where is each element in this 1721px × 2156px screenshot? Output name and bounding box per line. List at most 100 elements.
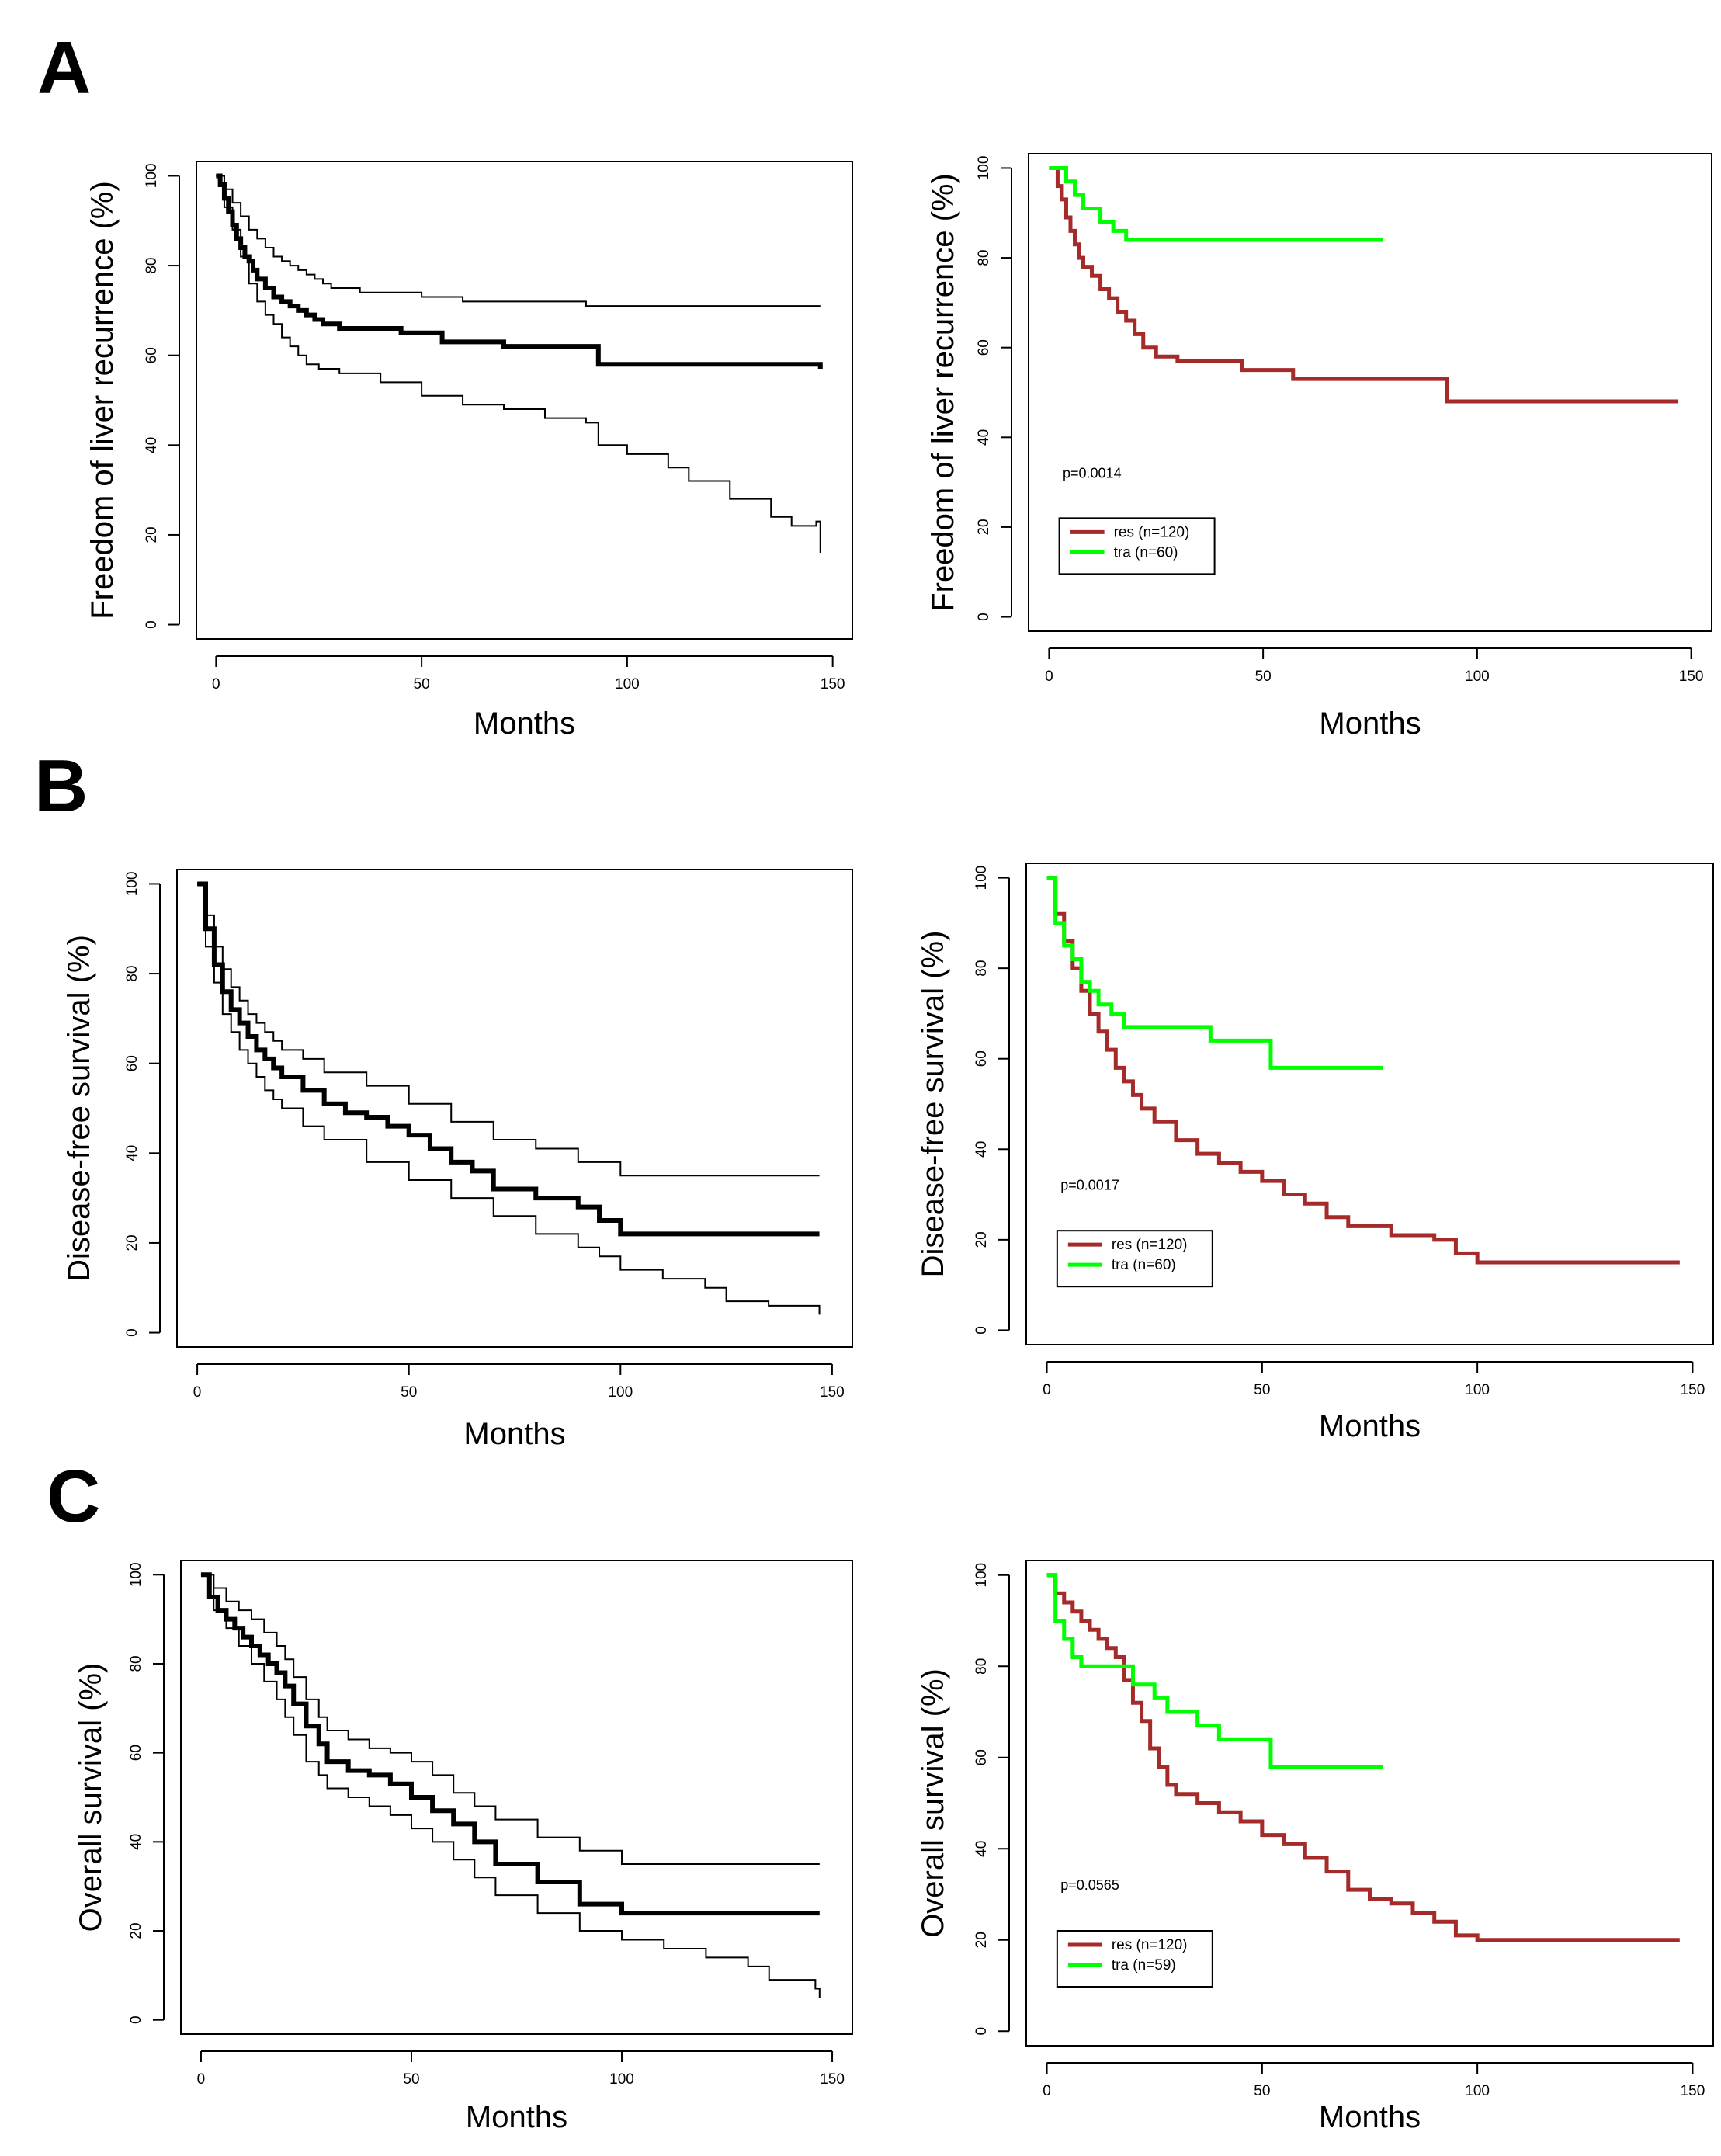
x-tick-label: 0 — [197, 2071, 206, 2088]
legend-box — [1056, 1930, 1213, 1988]
legend-label: tra (n=59) — [1112, 1957, 1176, 1974]
y-axis-title: Freedom of liver recurrence (%) — [926, 173, 960, 612]
y-tick-label: 80 — [973, 960, 990, 977]
x-axis-title: Months — [474, 707, 575, 741]
survival-curve — [197, 881, 820, 1237]
panel-label-b: B — [34, 745, 88, 828]
plot-frame — [176, 869, 853, 1348]
x-tick-label: 0 — [193, 1384, 202, 1401]
y-tick-label: 60 — [124, 1055, 141, 1071]
y-tick-label: 0 — [128, 2015, 144, 2024]
y-tick-label: 40 — [973, 1841, 990, 1857]
chart-b-right: 0 50 100 150 0 20 40 60 80 100 Months Disease-free … — [916, 863, 1714, 1443]
y-tick-label: 60 — [128, 1745, 144, 1761]
plot-frame — [1025, 863, 1714, 1345]
y-tick-label: 20 — [973, 1932, 990, 1948]
y-tick-label: 20 — [144, 526, 160, 543]
y-tick-label: 60 — [973, 1749, 990, 1765]
x-axis-title: Months — [463, 1417, 565, 1451]
chart-b-left: 0 50 100 150 0 20 40 60 80 100 Months Disease-free … — [62, 869, 853, 1451]
ci-curve — [200, 1574, 820, 1866]
x-tick-label: 50 — [414, 676, 430, 693]
ci-curve — [216, 175, 821, 554]
y-tick-label: 0 — [973, 1326, 990, 1335]
y-tick-label: 80 — [144, 257, 160, 273]
x-tick-label: 150 — [1679, 668, 1704, 685]
x-tick-label: 100 — [609, 2071, 634, 2088]
ci-curve — [200, 1574, 821, 1998]
y-tick-label: 100 — [973, 866, 990, 891]
y-axis-title: Disease-free survival (%) — [62, 935, 96, 1282]
y-axis-title: Freedom of liver recurrence (%) — [85, 181, 120, 620]
y-tick-label: 0 — [976, 613, 992, 621]
legend-label: res (n=120) — [1114, 524, 1190, 540]
y-tick-label: 100 — [973, 1563, 990, 1588]
y-tick-label: 80 — [973, 1658, 990, 1675]
survival-curve — [200, 1572, 820, 1916]
y-tick-label: 60 — [973, 1050, 990, 1067]
legend-box — [1058, 517, 1216, 575]
y-tick-label: 40 — [124, 1145, 141, 1161]
x-tick-label: 100 — [1465, 2083, 1490, 2099]
chart-c-right: 0 50 100 150 0 20 40 60 80 100 Months Overall survi… — [916, 1560, 1714, 2134]
p-value-annotation: p=0.0014 — [1063, 465, 1122, 481]
panel-label-c: C — [47, 1455, 101, 1538]
x-tick-label: 100 — [615, 676, 640, 693]
chart-a-right: 0 50 100 150 0 20 40 60 80 100 Months Freedom of li… — [926, 153, 1712, 741]
x-tick-label: 150 — [1681, 1382, 1705, 1398]
chart-a-left: 0 50 100 150 0 20 40 60 80 100 Months Freedom of li… — [85, 161, 853, 741]
x-tick-label: 50 — [1254, 2083, 1270, 2099]
y-axis-title: Overall survival (%) — [74, 1663, 108, 1932]
series-curve-1 — [1046, 1573, 1680, 1942]
y-tick-label: 80 — [128, 1655, 144, 1672]
x-tick-label: 0 — [1043, 2083, 1051, 2099]
series-curve-2 — [1046, 876, 1383, 1070]
panel-label-a: A — [37, 26, 92, 109]
y-tick-label: 40 — [973, 1141, 990, 1158]
ci-curve — [197, 883, 820, 1177]
x-tick-label: 0 — [212, 676, 220, 693]
p-value-annotation: p=0.0017 — [1060, 1178, 1119, 1193]
y-tick-label: 100 — [128, 1562, 144, 1587]
series-curve-2 — [1049, 165, 1383, 242]
x-tick-label: 150 — [1681, 2083, 1705, 2099]
y-tick-label: 40 — [144, 437, 160, 453]
ci-curve — [216, 175, 821, 307]
x-tick-label: 50 — [1255, 668, 1272, 685]
legend-label: tra (n=60) — [1114, 544, 1178, 561]
y-tick-label: 40 — [128, 1834, 144, 1850]
series-curve-1 — [1049, 165, 1679, 404]
y-tick-label: 0 — [124, 1328, 141, 1337]
y-tick-label: 20 — [973, 1231, 990, 1248]
y-tick-label: 40 — [976, 429, 992, 446]
y-tick-label: 100 — [124, 872, 141, 897]
x-axis-title: Months — [1319, 1409, 1421, 1443]
series-curve-1 — [1046, 876, 1680, 1265]
x-tick-label: 0 — [1045, 668, 1053, 685]
series-curve-2 — [1046, 1573, 1383, 1769]
y-tick-label: 60 — [144, 347, 160, 363]
x-tick-label: 150 — [820, 2071, 845, 2088]
x-tick-label: 50 — [403, 2071, 419, 2088]
legend-label: tra (n=60) — [1112, 1257, 1176, 1273]
survival-curve — [216, 173, 823, 370]
legend-box — [1056, 1230, 1213, 1288]
y-tick-label: 0 — [144, 620, 160, 629]
y-tick-label: 0 — [973, 2027, 990, 2036]
legend-label: res (n=120) — [1112, 1937, 1188, 1953]
plot-frame — [1028, 153, 1712, 632]
y-axis-title: Overall survival (%) — [916, 1668, 950, 1938]
y-axis-title: Disease-free survival (%) — [916, 931, 950, 1278]
plot-frame — [1025, 1560, 1714, 2047]
x-tick-label: 50 — [401, 1384, 417, 1401]
x-axis-title: Months — [1319, 707, 1421, 741]
y-tick-label: 20 — [128, 1922, 144, 1939]
legend-label: res (n=120) — [1112, 1237, 1188, 1253]
chart-c-left: 0 50 100 150 0 20 40 60 80 100 Months Overall survi… — [74, 1560, 853, 2134]
p-value-annotation: p=0.0565 — [1060, 1877, 1119, 1893]
y-tick-label: 20 — [976, 519, 992, 535]
x-tick-label: 100 — [1465, 668, 1490, 685]
x-tick-label: 150 — [820, 1384, 845, 1401]
x-tick-label: 150 — [821, 676, 845, 693]
